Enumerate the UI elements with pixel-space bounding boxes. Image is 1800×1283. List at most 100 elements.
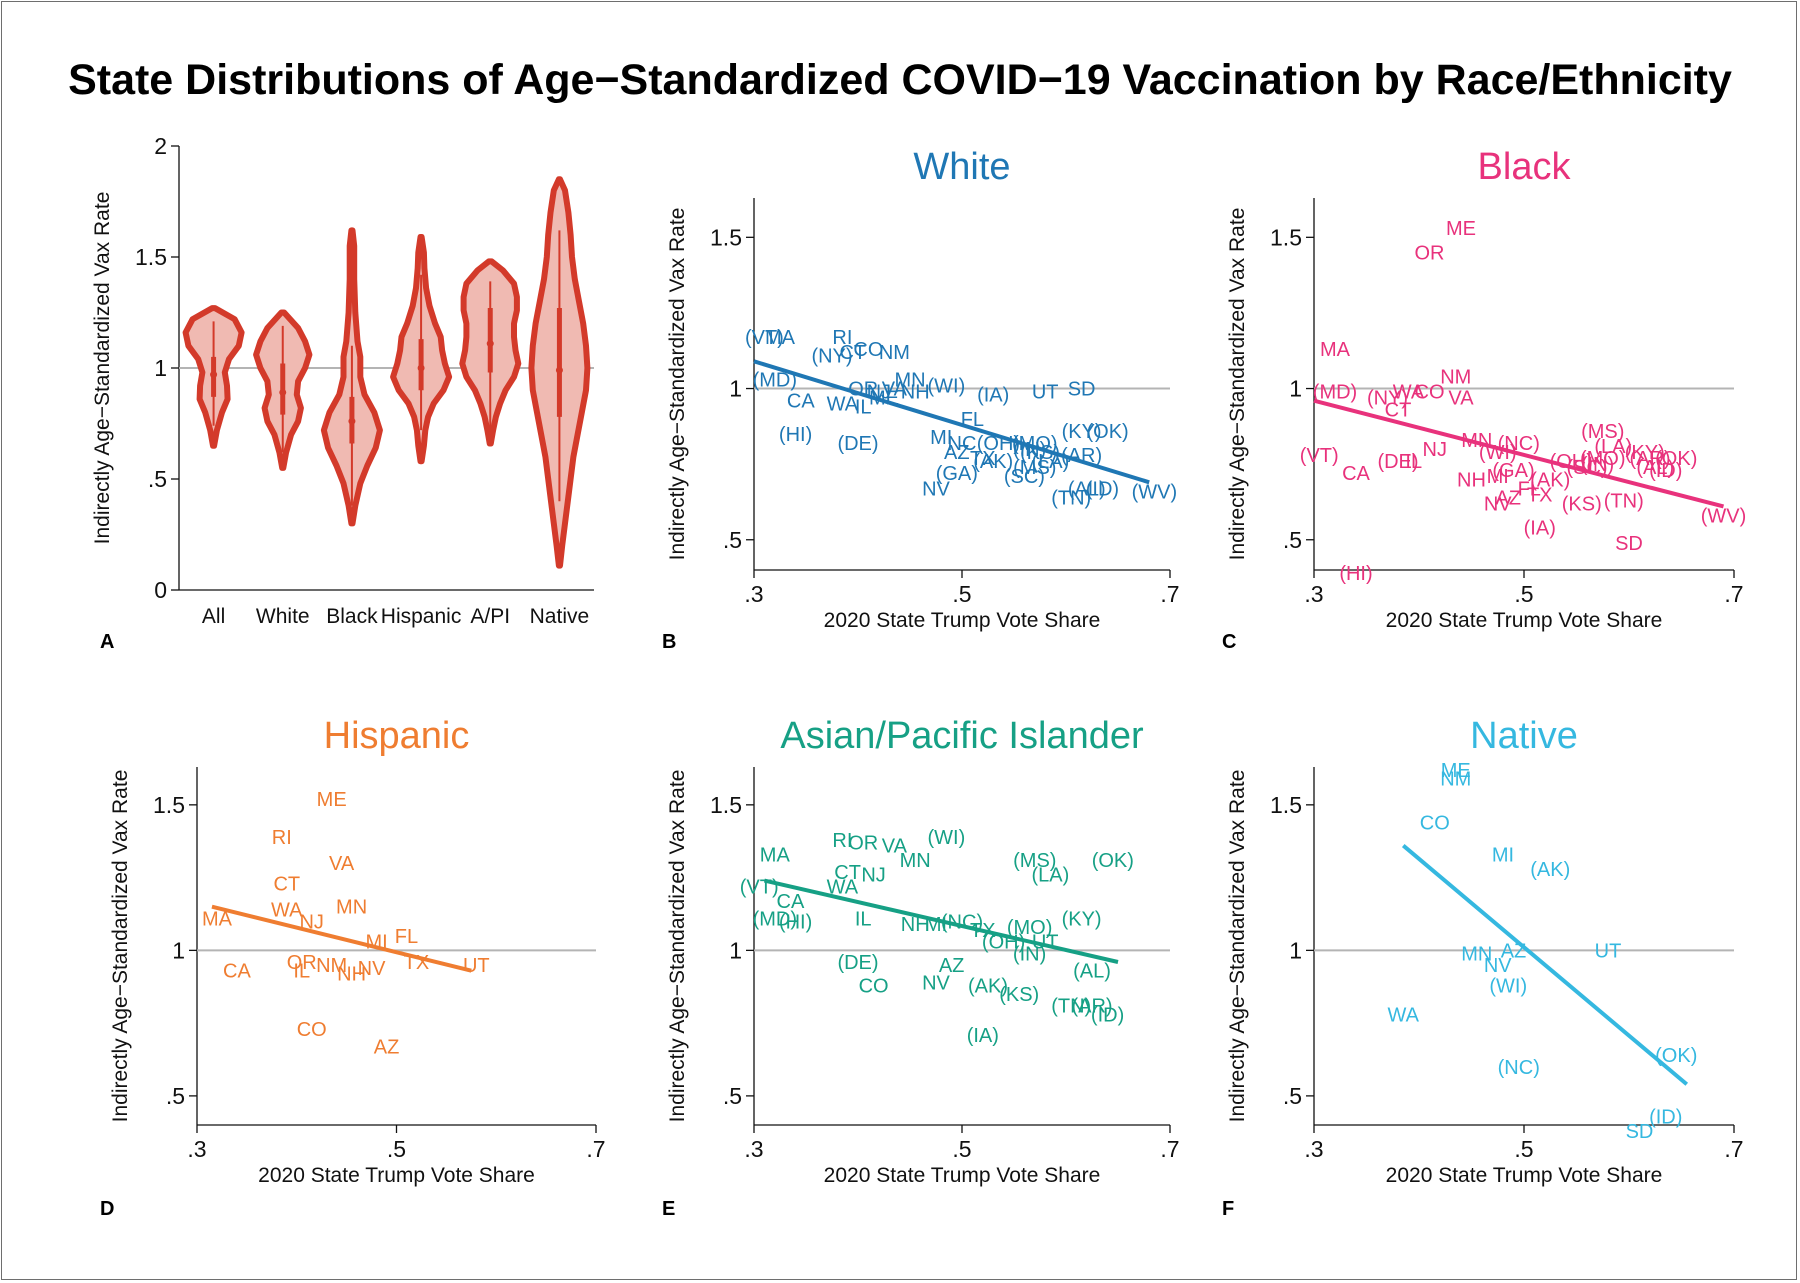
violin-median bbox=[279, 388, 287, 396]
point-label: CA bbox=[787, 391, 815, 413]
point-label: OR bbox=[848, 833, 878, 855]
y-tick-label: 2 bbox=[154, 133, 167, 159]
point-label: (OK) bbox=[1655, 1045, 1697, 1067]
panel-title: White bbox=[913, 146, 1010, 188]
y-axis-title: Indirectly Age−Standardized Vax Rate bbox=[1226, 770, 1249, 1123]
point-label: (AR) bbox=[1071, 996, 1112, 1018]
point-label: NV bbox=[922, 478, 950, 500]
point-label: (DE) bbox=[1377, 451, 1418, 473]
x-tick-label: .7 bbox=[1160, 1136, 1179, 1162]
y-tick-label: .5 bbox=[1283, 1083, 1302, 1109]
point-label: (WV) bbox=[1701, 506, 1747, 528]
point-label: (WI) bbox=[1489, 975, 1527, 997]
point-label: (WI) bbox=[928, 827, 966, 849]
panel-title: Native bbox=[1470, 715, 1578, 757]
point-label: NV bbox=[1484, 493, 1512, 515]
y-axis-title: Indirectly Age−Standardized Vax Rate bbox=[91, 192, 114, 545]
y-tick-label: 1.5 bbox=[1270, 224, 1302, 250]
point-label: SD bbox=[1068, 379, 1096, 401]
y-tick-label: .5 bbox=[166, 1083, 185, 1109]
x-tick-label: .5 bbox=[952, 1136, 971, 1162]
y-tick-label: 1.5 bbox=[1270, 792, 1302, 818]
point-label: MN bbox=[894, 369, 925, 391]
point-label: (VT) bbox=[740, 876, 779, 898]
point-label: MA bbox=[202, 908, 233, 930]
point-label: (OK) bbox=[1092, 850, 1134, 872]
point-label: (OK) bbox=[1655, 448, 1697, 470]
point-label: RI bbox=[832, 327, 852, 349]
point-label: MA bbox=[765, 327, 796, 349]
point-label: CT bbox=[1385, 400, 1412, 422]
point-label: AZ bbox=[1501, 940, 1527, 962]
point-label: MI bbox=[365, 932, 387, 954]
point-label: UT bbox=[1595, 940, 1622, 962]
y-axis-title: Indirectly Age−Standardized Vax Rate bbox=[1226, 208, 1249, 561]
x-axis-title: 2020 State Trump Vote Share bbox=[824, 609, 1101, 632]
point-label: NJ bbox=[1423, 439, 1447, 461]
point-label: (MD) bbox=[1313, 382, 1357, 404]
x-tick-label: .5 bbox=[1514, 1136, 1533, 1162]
point-label: VA bbox=[1448, 388, 1474, 410]
point-label: WA bbox=[1388, 1004, 1420, 1026]
point-label: IL bbox=[855, 397, 872, 419]
point-label: (KS) bbox=[1020, 442, 1060, 464]
point-label: NJ bbox=[299, 911, 323, 933]
x-axis-title: 2020 State Trump Vote Share bbox=[1386, 1164, 1663, 1187]
panel-label-B: B bbox=[662, 631, 676, 653]
point-label: NM bbox=[316, 955, 347, 977]
fit-line bbox=[1313, 398, 1725, 509]
point-label: (IA) bbox=[1524, 518, 1556, 540]
y-tick-label: 0 bbox=[154, 577, 167, 603]
point-label: (WI) bbox=[1479, 442, 1517, 464]
point-label: (HI) bbox=[779, 424, 812, 446]
point-label: (AK) bbox=[1530, 859, 1570, 881]
point-label: (IN) bbox=[1013, 439, 1046, 461]
point-label: VA bbox=[882, 836, 908, 858]
y-tick-label: 1.5 bbox=[710, 792, 742, 818]
point-label: (NC) bbox=[1498, 433, 1540, 455]
point-label: ME bbox=[869, 388, 899, 410]
panel-label-D: D bbox=[100, 1198, 114, 1220]
point-label: NH bbox=[901, 382, 930, 404]
y-tick-label: 1.5 bbox=[135, 244, 167, 270]
point-label: VA bbox=[882, 379, 908, 401]
point-label: VA bbox=[329, 853, 355, 875]
point-label: (VT) bbox=[745, 327, 784, 349]
figure-title: State Distributions of Age−Standardized … bbox=[68, 56, 1732, 104]
point-label: (MD) bbox=[753, 369, 797, 391]
x-category-label: Hispanic bbox=[381, 605, 462, 628]
point-label: (NY) bbox=[1367, 388, 1408, 410]
y-axis-title: Indirectly Age−Standardized Vax Rate bbox=[109, 770, 132, 1123]
point-label: (VT) bbox=[1300, 445, 1339, 467]
point-label: NM bbox=[1440, 366, 1471, 388]
point-label: (GA) bbox=[936, 463, 978, 485]
point-label: WA bbox=[827, 394, 859, 416]
violin-median bbox=[210, 371, 218, 379]
point-label: IL bbox=[855, 908, 872, 930]
point-label: CA bbox=[1342, 463, 1370, 485]
point-label: (KY) bbox=[1625, 442, 1665, 464]
point-label: OR bbox=[848, 379, 878, 401]
point-label: (NC) bbox=[1498, 1057, 1540, 1079]
point-label: (NY) bbox=[811, 345, 852, 367]
x-axis-title: 2020 State Trump Vote Share bbox=[1386, 609, 1663, 632]
point-label: SD bbox=[1615, 533, 1643, 555]
point-label: (NC) bbox=[941, 911, 983, 933]
panel-title: Hispanic bbox=[324, 715, 470, 757]
point-label: (OK) bbox=[1086, 421, 1128, 443]
fit-line bbox=[211, 904, 472, 973]
panel-F: F .5 1 1.5 Indirectly Age−Standardized Vax R… bbox=[1222, 715, 1744, 1220]
point-label: (IA) bbox=[977, 385, 1009, 407]
point-label: (TN) bbox=[1051, 487, 1091, 509]
point-label: CT bbox=[839, 342, 866, 364]
point-label: WA bbox=[827, 876, 859, 898]
point-label: NJ bbox=[861, 865, 885, 887]
point-label: CO bbox=[853, 339, 883, 361]
x-category-label: White bbox=[256, 605, 310, 628]
y-tick-label: .5 bbox=[723, 527, 742, 553]
x-tick-label: .7 bbox=[1724, 581, 1743, 607]
point-label: (KY) bbox=[1062, 421, 1102, 443]
point-label: (AL) bbox=[1636, 457, 1674, 479]
y-axis-title: Indirectly Age−Standardized Vax Rate bbox=[666, 770, 689, 1123]
point-label: CT bbox=[273, 873, 300, 895]
